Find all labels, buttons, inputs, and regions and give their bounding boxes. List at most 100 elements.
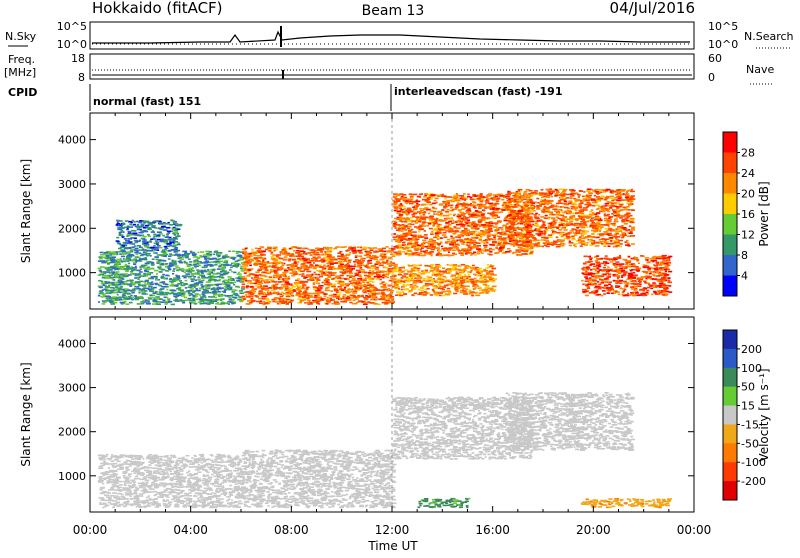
rti-pixel [427, 225, 430, 227]
rti-pixel [463, 216, 466, 218]
rti-pixel [143, 275, 146, 277]
rti-pixel [177, 283, 182, 285]
rti-pixel [119, 281, 124, 283]
rti-pixel [255, 275, 259, 277]
rti-pixel [408, 253, 412, 255]
rti-pixel [268, 265, 271, 267]
rti-pixel [400, 197, 402, 199]
rti-pixel [433, 222, 438, 224]
rti-pixel [147, 267, 150, 269]
rti-pixel [367, 283, 370, 285]
rti-pixel [252, 301, 256, 303]
rti-pixel [425, 280, 429, 282]
rti-pixel [241, 296, 245, 298]
rti-pixel [376, 278, 380, 280]
rti-pixel [148, 297, 151, 299]
rti-pixel [500, 250, 502, 252]
rti-pixel [496, 200, 499, 202]
rti-pixel [458, 245, 460, 247]
rti-pixel [106, 255, 110, 257]
rti-pixel [402, 194, 406, 196]
rti-pixel [427, 279, 431, 281]
rti-pixel [119, 253, 121, 255]
rti-pixel [150, 268, 153, 270]
rti-pixel [460, 292, 464, 294]
rti-pixel [276, 275, 280, 277]
rti-pixel [488, 275, 493, 277]
rti-pixel [462, 197, 464, 199]
rti-pixel [286, 283, 290, 285]
rti-pixel [374, 303, 379, 305]
rti-pixel [123, 261, 126, 263]
rti-pixel [246, 271, 250, 273]
rti-pixel [405, 253, 408, 255]
rti-pixel [431, 265, 434, 267]
rti-pixel [497, 197, 501, 199]
rti-pixel [277, 272, 279, 274]
rti-pixel [258, 250, 263, 252]
rti-pixel [301, 300, 305, 302]
rti-pixel [467, 225, 470, 227]
rti-pixel [470, 197, 473, 199]
rti-pixel [471, 269, 473, 271]
rti-pixel [289, 269, 293, 271]
nsky-label: N.Sky [5, 30, 37, 43]
rti-pixel [186, 263, 188, 265]
rti-pixel [491, 221, 493, 223]
rti-pixel [114, 274, 118, 276]
rti-pixel [182, 302, 185, 304]
rti-pixel [358, 284, 363, 286]
rti-pixel [451, 286, 455, 288]
freq-label-1: Freq. [8, 53, 35, 66]
rti-pixel [466, 278, 469, 280]
rti-pixel [487, 264, 489, 266]
rti-pixel [164, 256, 167, 258]
rti-pixel [486, 267, 490, 269]
rti-pixel [413, 285, 416, 287]
rti-pixel [192, 253, 197, 255]
rti-pixel [155, 291, 158, 293]
rti-pixel [410, 273, 415, 275]
rti-pixel [309, 254, 312, 256]
rti-pixel [489, 289, 493, 291]
rti-pixel [587, 287, 590, 289]
rti-pixel [389, 293, 391, 295]
rti-pixel [411, 239, 415, 241]
rti-pixel [448, 250, 452, 252]
rti-pixel [460, 222, 462, 224]
rti-pixel [391, 298, 394, 300]
rti-pixel [314, 272, 316, 274]
rti-pixel [267, 293, 272, 295]
rti-pixel [139, 281, 143, 283]
rti-pixel [390, 292, 392, 294]
rti-pixel [446, 272, 451, 274]
rti-pixel [414, 248, 419, 250]
rti-pixel [134, 252, 138, 254]
rti-pixel [377, 261, 380, 263]
rti-pixel [593, 284, 597, 286]
rti-pixel [356, 302, 358, 304]
nave-tick-top: 60 [708, 52, 722, 65]
rti-pixel [292, 259, 296, 261]
rti-pixel [229, 269, 232, 271]
nsearch-tick-bottom: 10^0 [708, 38, 738, 51]
rti-pixel [307, 252, 311, 254]
rti-pixel [462, 212, 464, 214]
rti-pixel [115, 299, 118, 301]
rti-pixel [228, 297, 231, 299]
rti-pixel [288, 302, 292, 304]
rti-pixel [163, 260, 166, 262]
rti-pixel [273, 288, 277, 290]
rti-pixel [483, 284, 487, 286]
rti-pixel [440, 237, 443, 239]
rti-pixel [469, 216, 474, 218]
rti-pixel [262, 259, 264, 261]
rti-pixel [322, 269, 326, 271]
rti-pixel [426, 201, 431, 203]
rti-pixel [125, 296, 127, 298]
rti-pixel [323, 272, 326, 274]
rti-pixel [99, 274, 103, 276]
rti-pixel [213, 296, 215, 298]
rti-pixel [144, 299, 147, 301]
rti-pixel [327, 254, 331, 256]
